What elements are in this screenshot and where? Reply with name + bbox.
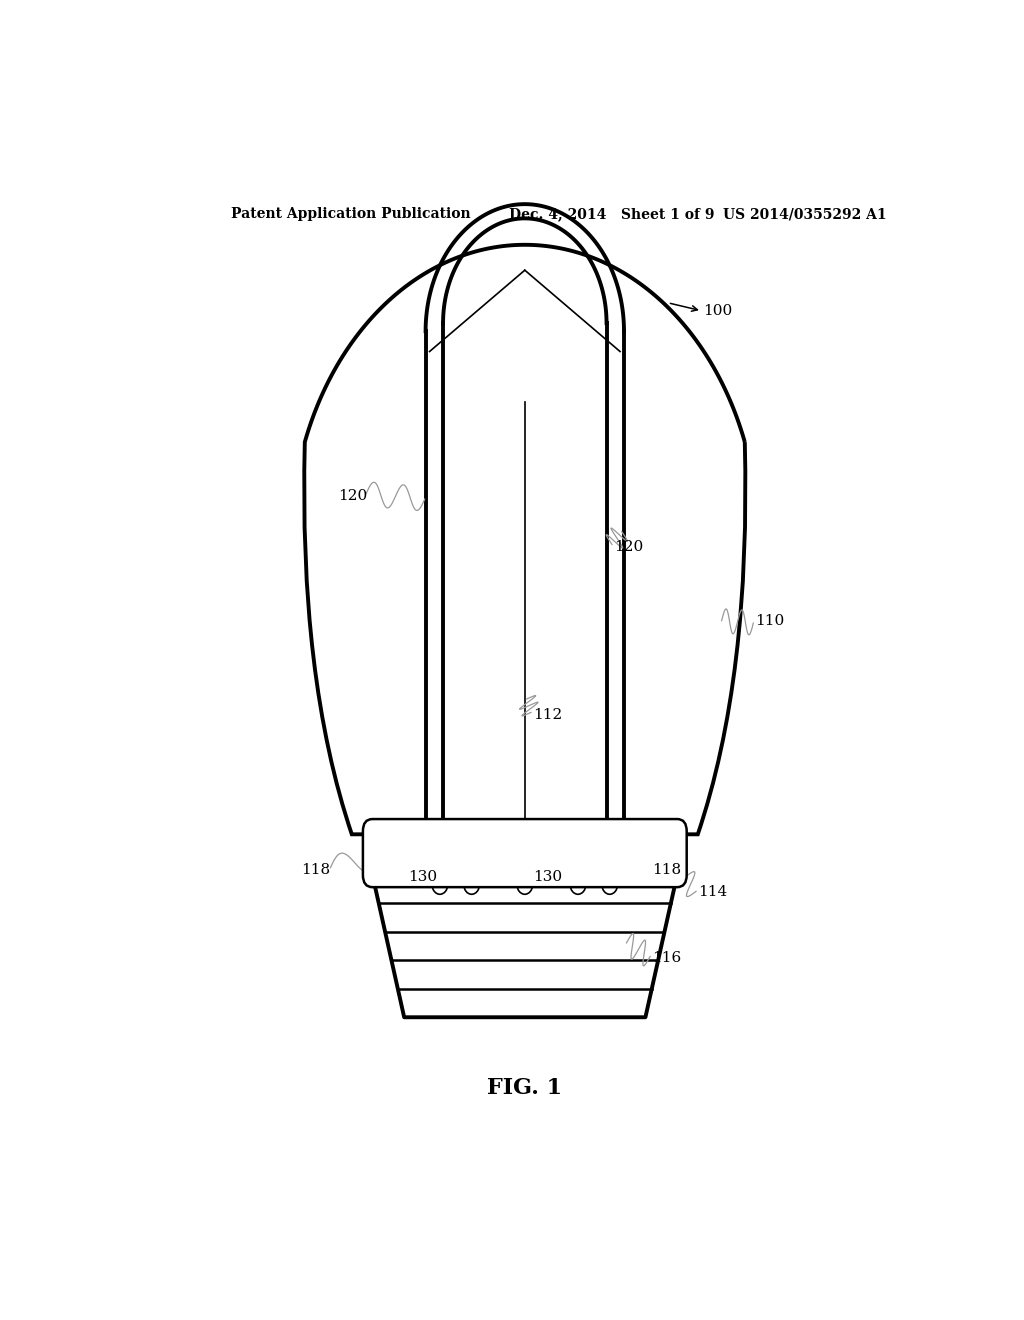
Text: 120: 120 [613,540,643,553]
Text: 118: 118 [301,863,330,876]
Text: FIG. 1: FIG. 1 [487,1077,562,1100]
FancyBboxPatch shape [362,818,687,887]
Text: 116: 116 [652,952,681,965]
Text: 130: 130 [532,870,562,884]
Text: 100: 100 [703,304,732,318]
Text: 130: 130 [409,870,437,884]
Text: 110: 110 [755,614,784,628]
Text: 114: 114 [697,886,727,899]
Text: US 2014/0355292 A1: US 2014/0355292 A1 [723,207,887,222]
Text: Dec. 4, 2014   Sheet 1 of 9: Dec. 4, 2014 Sheet 1 of 9 [509,207,715,222]
Text: 118: 118 [652,863,681,876]
Text: Patent Application Publication: Patent Application Publication [231,207,471,222]
Text: 112: 112 [532,709,562,722]
Text: 120: 120 [338,488,368,503]
